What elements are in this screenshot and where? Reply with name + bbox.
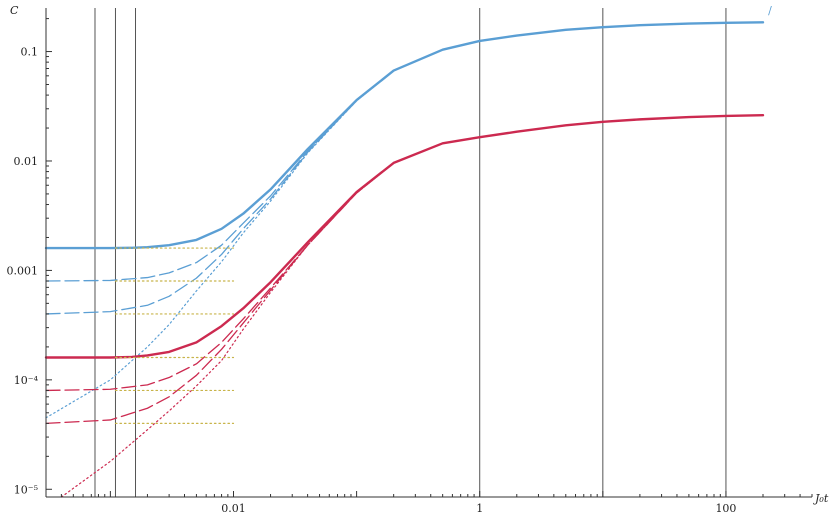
- y-tick-label-1: 0.01: [14, 155, 39, 168]
- series-line-0: [44, 21, 765, 250]
- x-tick-label-2: 100: [715, 502, 736, 515]
- y-tick-label-4: 10⁻⁵: [14, 483, 38, 496]
- series-line-6: [45, 114, 764, 425]
- series-line-1: [45, 21, 764, 282]
- chart-series: [44, 21, 765, 498]
- vertical-gridlines: [94, 8, 727, 497]
- x-axis-label: J₀t: [813, 492, 829, 505]
- x-tick-label-1: 1: [476, 502, 483, 515]
- chart-annotations: /: [768, 4, 772, 17]
- chart-axes: [45, 8, 813, 498]
- annotation-0: /: [768, 4, 772, 17]
- series-line-5: [45, 114, 764, 392]
- series-line-4: [44, 113, 765, 359]
- y-tick-label-2: 0.001: [7, 264, 39, 277]
- y-tick-label-0: 0.1: [21, 46, 39, 59]
- series-line-2: [45, 21, 764, 315]
- series-line-3: [45, 21, 764, 419]
- series-line-7: [60, 114, 764, 498]
- x-tick-label-0: 0.01: [221, 502, 246, 515]
- y-tick-label-3: 10⁻⁴: [14, 374, 39, 387]
- y-axis-label: C: [10, 4, 19, 17]
- chart-labels: C J₀t 0.1 0.01 0.001 10⁻⁴ 10⁻⁵ 0.01 1 100: [7, 4, 829, 515]
